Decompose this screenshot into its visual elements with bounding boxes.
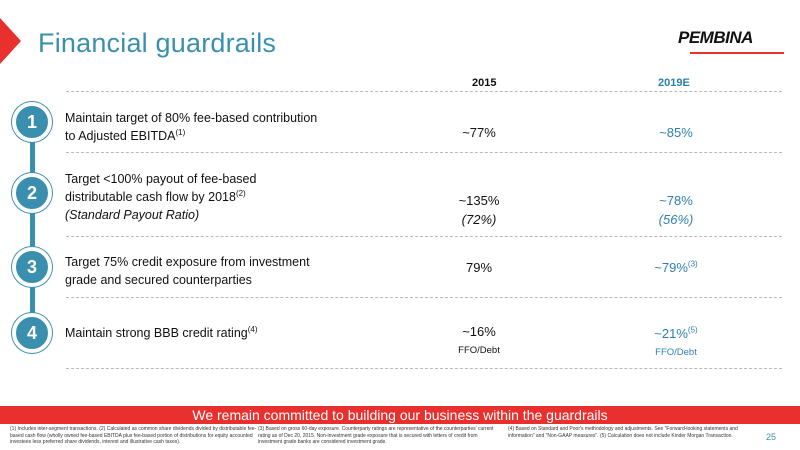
corner-accent [0,18,21,64]
page-number: 25 [766,432,777,442]
row-3-line-2: grade and secured counterparties [65,273,252,287]
row-divider [66,368,782,369]
footnotes-col-2: (3) Based on gross 60-day exposure. Coun… [258,426,494,445]
row-divider [66,297,782,298]
row-divider [66,91,782,92]
step-badge-1: 1 [12,102,52,142]
row-1-value-2015: ~77% [462,125,496,140]
row-4-description: Maintain strong BBB credit rating(4) [65,324,258,340]
page-title: Financial guardrails [38,28,277,58]
step-badge-2: 2 [12,173,52,213]
row-4-value-2015: ~16% FFO/Debt [458,324,500,356]
row-2-description: Target <100% payout of fee-based distrib… [65,170,256,224]
row-2-line-2: distributable cash flow by 2018(2) [65,188,246,204]
row-2-value-2019e: ~78% (56%) [658,193,694,227]
row-4-value-2019e: ~21%(5) FFO/Debt [654,325,698,358]
step-badge-3: 3 [12,247,52,287]
row-2-line-3: (Standard Payout Ratio) [65,208,200,222]
pembina-logo: PEMBINA [678,28,780,50]
row-3-line-1: Target 75% credit exposure from investme… [65,255,310,269]
column-header-2015: 2015 [472,77,497,89]
logo-text: PEMBINA [678,28,753,47]
step-badge-4: 4 [12,313,52,353]
logo-underline [690,52,784,54]
row-1-value-2019e: ~85% [659,125,693,140]
row-3-value-2019e: ~79%(3) [654,259,698,275]
row-1-line-1: Maintain target of 80% fee-based contrib… [65,111,318,125]
footnotes-col-3: (4) Based on Standard and Poor's methodo… [508,426,738,439]
row-1-line-2: to Adjusted EBITDA(1) [65,127,186,143]
commitment-banner: We remain committed to building our busi… [0,406,800,424]
timeline-line [30,112,35,332]
column-header-2019e: 2019E [658,77,690,89]
row-1-description: Maintain target of 80% fee-based contrib… [65,109,317,145]
row-3-value-2015: 79% [465,260,493,275]
footnotes-col-1: (1) Includes inter-segment transactions.… [10,426,257,445]
row-2-value-2015: ~135% (72%) [458,193,500,227]
row-2-line-1: Target <100% payout of fee-based [65,172,257,186]
row-divider [66,236,782,237]
row-3-description: Target 75% credit exposure from investme… [65,253,310,289]
row-divider [66,152,782,153]
